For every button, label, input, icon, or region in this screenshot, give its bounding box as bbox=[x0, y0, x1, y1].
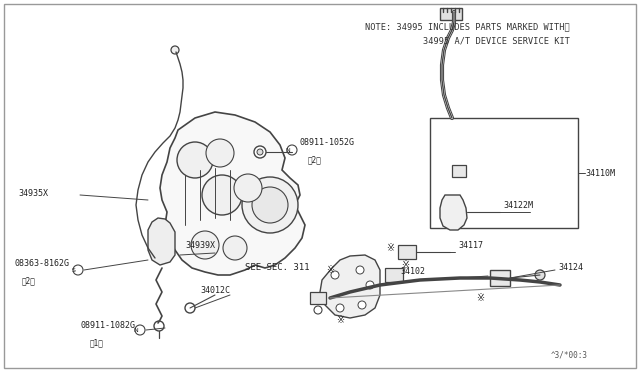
Text: ※: ※ bbox=[336, 315, 344, 325]
Text: 34939X: 34939X bbox=[185, 241, 215, 250]
Circle shape bbox=[73, 265, 83, 275]
Circle shape bbox=[135, 325, 145, 335]
Text: 34110M: 34110M bbox=[585, 169, 615, 177]
Bar bbox=[430, 118, 578, 228]
Circle shape bbox=[252, 187, 288, 223]
Text: 34102: 34102 bbox=[400, 267, 425, 276]
Text: 34935X: 34935X bbox=[18, 189, 48, 198]
Text: 34995 A/T DEVICE SERVICE KIT: 34995 A/T DEVICE SERVICE KIT bbox=[423, 36, 570, 45]
Polygon shape bbox=[160, 112, 305, 275]
Text: ^3/*00:3: ^3/*00:3 bbox=[551, 351, 588, 360]
Text: 34122M: 34122M bbox=[503, 201, 533, 210]
Circle shape bbox=[358, 301, 366, 309]
Bar bbox=[385, 268, 403, 282]
Text: 08911-1052G: 08911-1052G bbox=[300, 138, 355, 147]
Text: 〈2〉: 〈2〉 bbox=[22, 276, 36, 285]
Text: ※: ※ bbox=[401, 260, 409, 270]
Polygon shape bbox=[148, 218, 175, 265]
Text: 08911-1082G: 08911-1082G bbox=[80, 321, 135, 330]
Circle shape bbox=[177, 142, 213, 178]
Polygon shape bbox=[440, 195, 467, 230]
Bar bbox=[452, 165, 466, 177]
Circle shape bbox=[234, 174, 262, 202]
Circle shape bbox=[257, 149, 263, 155]
Text: N: N bbox=[134, 327, 138, 333]
Text: 34117: 34117 bbox=[458, 241, 483, 250]
Text: S: S bbox=[72, 267, 76, 273]
Bar bbox=[398, 245, 416, 259]
Text: 〈2〉: 〈2〉 bbox=[308, 155, 322, 164]
Circle shape bbox=[191, 231, 219, 259]
Circle shape bbox=[331, 271, 339, 279]
Circle shape bbox=[206, 139, 234, 167]
Text: ※: ※ bbox=[386, 243, 394, 253]
Text: ※: ※ bbox=[476, 293, 484, 303]
Text: N: N bbox=[285, 148, 291, 153]
Circle shape bbox=[171, 46, 179, 54]
Text: 34012C: 34012C bbox=[200, 286, 230, 295]
Bar bbox=[440, 8, 462, 20]
Text: NOTE: 34995 INCLUDES PARTS MARKED WITH※: NOTE: 34995 INCLUDES PARTS MARKED WITH※ bbox=[365, 22, 570, 31]
Circle shape bbox=[254, 146, 266, 158]
Bar bbox=[310, 292, 326, 304]
Polygon shape bbox=[320, 255, 380, 318]
Circle shape bbox=[185, 303, 195, 313]
Text: 〈1〉: 〈1〉 bbox=[90, 338, 104, 347]
Circle shape bbox=[242, 177, 298, 233]
Circle shape bbox=[336, 304, 344, 312]
Circle shape bbox=[356, 266, 364, 274]
Circle shape bbox=[314, 306, 322, 314]
Text: SEE SEC. 311: SEE SEC. 311 bbox=[245, 263, 310, 273]
Circle shape bbox=[287, 145, 297, 155]
Text: 08363-8162G: 08363-8162G bbox=[14, 259, 69, 268]
Circle shape bbox=[202, 175, 242, 215]
Circle shape bbox=[223, 236, 247, 260]
Bar bbox=[490, 270, 510, 286]
Text: ※: ※ bbox=[326, 265, 334, 275]
Text: 34124: 34124 bbox=[558, 263, 583, 273]
Circle shape bbox=[154, 321, 164, 331]
Circle shape bbox=[366, 281, 374, 289]
Circle shape bbox=[535, 270, 545, 280]
